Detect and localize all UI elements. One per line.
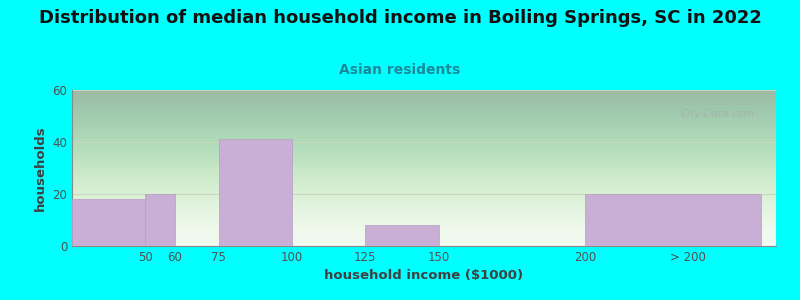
- Y-axis label: households: households: [34, 125, 46, 211]
- Bar: [218, 140, 292, 246]
- Text: Asian residents: Asian residents: [339, 63, 461, 77]
- X-axis label: household income ($1000): household income ($1000): [325, 269, 523, 282]
- Text: City-Data.com: City-Data.com: [681, 109, 755, 119]
- Bar: [586, 194, 762, 246]
- Bar: [72, 199, 146, 246]
- Text: Distribution of median household income in Boiling Springs, SC in 2022: Distribution of median household income …: [38, 9, 762, 27]
- Bar: [366, 225, 438, 246]
- Bar: [146, 194, 174, 246]
